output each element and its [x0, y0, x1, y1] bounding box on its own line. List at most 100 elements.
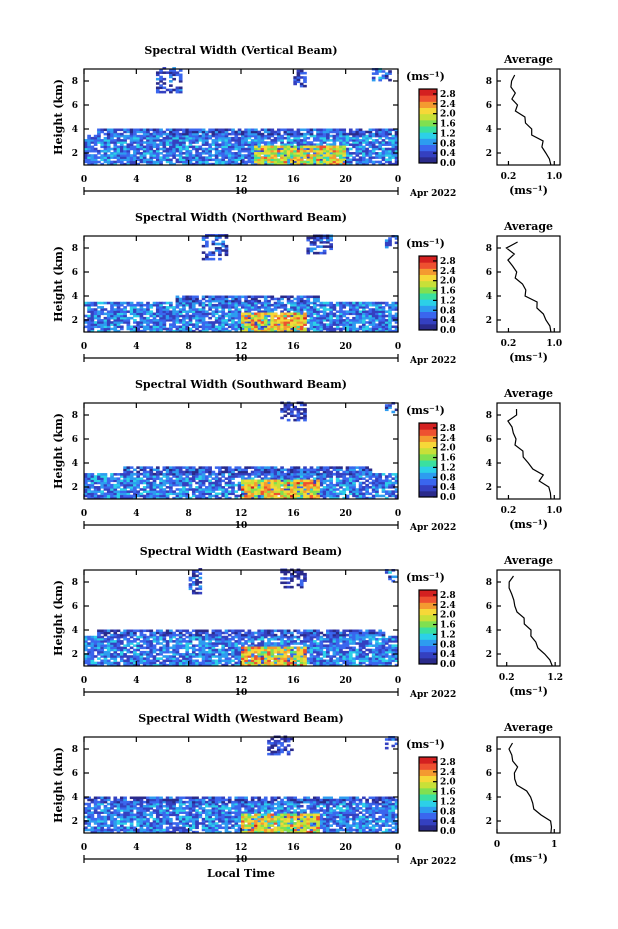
- heatmap-cell: [211, 477, 216, 480]
- heatmap-cell: [234, 139, 239, 142]
- heatmap-cell: [270, 325, 275, 329]
- heatmap-cell: [280, 128, 284, 132]
- heatmap-cell: [241, 475, 245, 478]
- heatmap-cell: [93, 646, 98, 650]
- heatmap-cell: [146, 149, 150, 153]
- heatmap-cell: [93, 156, 98, 159]
- heatmap-cell: [244, 143, 248, 146]
- heatmap-cell: [319, 236, 324, 240]
- heatmap-cell: [371, 76, 376, 80]
- heatmap-cell: [172, 468, 176, 472]
- heatmap-cell: [355, 479, 360, 483]
- heatmap-cell: [309, 319, 314, 322]
- heatmap-cell: [146, 303, 150, 307]
- heatmap-cell: [159, 477, 163, 480]
- heatmap-cell: [263, 323, 268, 326]
- heatmap-cell: [136, 308, 141, 311]
- heatmap-cell: [123, 644, 127, 647]
- heatmap-cell: [97, 644, 101, 647]
- heatmap-cell: [384, 321, 389, 324]
- heatmap-cell: [260, 141, 265, 144]
- heatmap-cell: [276, 136, 281, 140]
- heatmap-cell: [93, 321, 98, 324]
- heatmap-cell: [172, 316, 176, 320]
- heatmap-cell: [201, 128, 206, 132]
- heatmap-cell: [237, 316, 242, 320]
- heatmap-cell: [329, 494, 333, 498]
- heatmap-cell: [309, 325, 314, 329]
- heatmap-cell: [306, 308, 311, 311]
- heatmap-cell: [119, 321, 124, 324]
- heatmap-cell: [267, 162, 271, 166]
- heatmap-cell: [159, 492, 163, 496]
- heatmap-cell: [247, 488, 252, 491]
- heatmap-cell: [335, 481, 340, 485]
- heatmap-cell: [371, 145, 376, 149]
- heatmap-cell: [241, 327, 245, 331]
- heatmap-cell: [231, 303, 235, 307]
- heatmap-cell: [110, 128, 114, 132]
- heatmap-cell: [205, 314, 209, 318]
- heatmap-cell: [254, 303, 258, 307]
- heatmap-cell: [312, 154, 317, 157]
- heatmap-cell: [208, 253, 212, 257]
- heatmap-cell: [97, 325, 101, 329]
- heatmap-cell: [103, 128, 108, 132]
- heatmap-cell: [293, 130, 298, 134]
- heatmap-cell: [152, 132, 157, 136]
- heatmap-cell: [142, 329, 147, 333]
- heatmap-cell: [276, 472, 281, 476]
- heatmap-cell: [119, 154, 124, 157]
- heatmap-cell: [312, 299, 317, 303]
- heatmap-cell: [296, 306, 301, 309]
- heatmap-cell: [119, 648, 124, 652]
- heatmap-cell: [312, 494, 317, 498]
- heatmap-cell: [371, 312, 376, 316]
- heatmap-cell: [178, 466, 183, 469]
- heatmap-cell: [214, 141, 219, 144]
- heatmap-cell: [299, 149, 304, 153]
- heatmap-cell: [146, 143, 150, 146]
- heatmap-cell: [371, 496, 376, 500]
- heatmap-cell: [90, 162, 95, 166]
- heatmap-cell: [208, 149, 212, 153]
- heatmap-cell: [234, 312, 239, 316]
- x-tick-label: 0: [395, 509, 401, 519]
- heatmap-cell: [165, 71, 170, 74]
- heatmap-cell: [260, 160, 265, 164]
- heatmap-cell: [129, 494, 134, 498]
- heatmap-cell: [339, 147, 343, 151]
- heatmap-cell: [142, 160, 147, 164]
- heatmap-cell: [352, 329, 356, 333]
- heatmap-cell: [234, 494, 239, 498]
- heatmap-cell: [286, 130, 291, 134]
- heatmap-cell: [368, 132, 373, 136]
- heatmap-cell: [286, 143, 291, 146]
- heatmap-cell: [358, 468, 363, 472]
- heatmap-cell: [87, 314, 91, 318]
- heatmap-cell: [221, 466, 226, 469]
- heatmap-cell: [198, 147, 203, 151]
- heatmap-cell: [208, 145, 212, 149]
- heatmap-cell: [155, 483, 160, 487]
- heatmap-cell: [195, 132, 199, 136]
- heatmap-cell: [260, 147, 265, 151]
- heatmap-cell: [263, 316, 268, 320]
- heatmap-cell: [188, 306, 193, 309]
- heatmap-cell: [116, 312, 121, 316]
- heatmap-cell: [129, 327, 134, 331]
- heatmap-cell: [224, 132, 229, 136]
- heatmap-cell: [342, 314, 347, 318]
- heatmap-cell: [316, 483, 320, 487]
- heatmap-cell: [214, 234, 219, 237]
- heatmap-cell: [388, 492, 392, 496]
- heatmap-cell: [152, 152, 157, 155]
- heatmap-cell: [97, 653, 101, 656]
- heatmap-cell: [362, 481, 366, 485]
- heatmap-cell: [103, 139, 108, 142]
- heatmap-cell: [355, 301, 360, 305]
- heatmap-cell: [185, 132, 190, 136]
- heatmap-cell: [84, 160, 88, 164]
- heatmap-cell: [224, 247, 229, 250]
- heatmap-cell: [273, 152, 278, 155]
